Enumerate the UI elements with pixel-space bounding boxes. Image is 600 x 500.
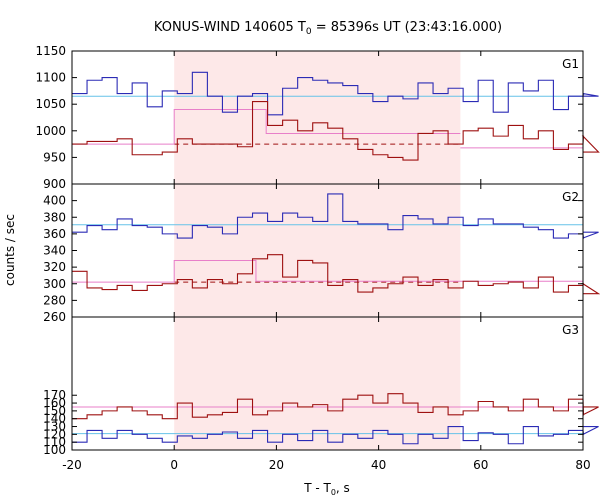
x-tick-label: 60 [473,458,488,472]
x-tick-label: 40 [371,458,386,472]
y-tick-label: 340 [43,244,66,258]
series-red-g3 [72,393,599,420]
y-tick-label: 120 [43,427,66,441]
fitted-level-line [72,109,461,145]
chart-title: KONUS-WIND 140605 T0 = 85396s UT (23:43:… [154,20,502,37]
y-tick-label: 130 [43,420,66,434]
y-tick-label: 950 [43,150,66,164]
y-tick-label: 160 [43,396,66,410]
series-blue-g3 [72,425,599,445]
series-blue-g2 [72,193,599,239]
burst-interval-shading [174,51,461,450]
y-tick-label: 360 [43,227,66,241]
y-tick-label: 170 [43,388,66,402]
y-tick-label: 260 [43,310,66,324]
x-tick-label: 20 [269,458,284,472]
y-tick-label: 400 [43,194,66,208]
y-axis-label: counts / sec [3,214,17,286]
panel-g1: 900 950 1000 1050 1100 1150 G1 [35,44,600,191]
y-tick-label: 320 [43,260,66,274]
series-red-g1 [72,100,600,161]
y-tick-label: 380 [43,210,66,224]
y-tick-label: 1150 [35,44,66,58]
series-blue-g1 [72,71,599,116]
panel-g2: 260 280 300 320 340 360 380 400 G2 [43,183,600,324]
y-tick-label: 1050 [35,97,66,111]
plot-area: 9009501000105011001150G12602803003203403… [35,44,600,472]
series-red-g2 [72,254,600,295]
y-tick-label: 300 [43,277,66,291]
x-tick-label: -20 [62,458,82,472]
y-tick-label: 110 [43,435,66,449]
y-tick-label: 100 [43,443,66,457]
x-tick-label: 80 [575,458,590,472]
y-tick-label: 140 [43,412,66,426]
x-axis-label: T - T0, s [303,481,350,497]
y-tick-label: 1100 [35,71,66,85]
panel-label: G2 [562,190,579,204]
y-tick-label: 900 [43,177,66,191]
y-tick-label: 280 [43,293,66,307]
y-tick-label: 150 [43,404,66,418]
y-tick-label: 1000 [35,124,66,138]
panel-label: G3 [562,323,579,337]
fitted-level-line [72,259,583,283]
panel-label: G1 [562,57,579,71]
x-tick-label: 0 [170,458,178,472]
panel-frame [71,316,584,451]
